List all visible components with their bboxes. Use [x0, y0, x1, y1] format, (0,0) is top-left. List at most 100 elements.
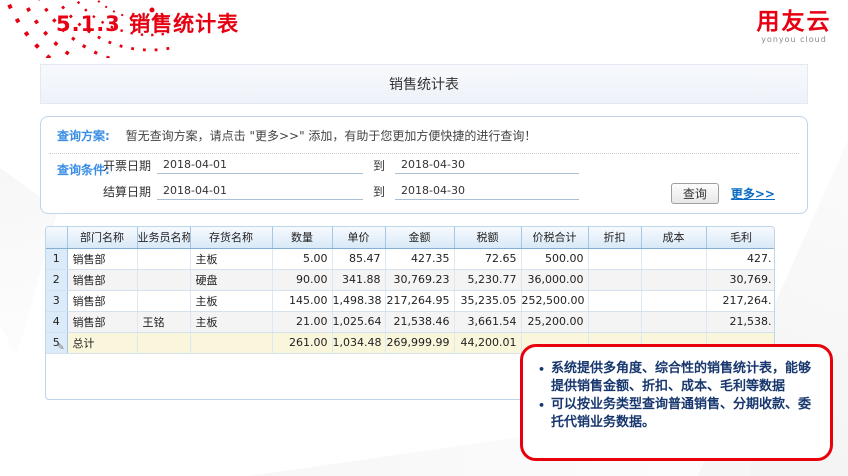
- header-cost[interactable]: 成本: [641, 227, 707, 249]
- row-number-cell[interactable]: 3: [46, 290, 68, 312]
- table-cell[interactable]: 35,235.05: [454, 290, 522, 312]
- query-plan-message: 暂无查询方案，请点击 "更多>>" 添加，有助于您更加方便快捷的进行查询！: [125, 129, 537, 143]
- sales-statistics-grid: 部门名称 业务员名称 存货名称 数量 单价 金额 税额 价税合计 折扣 成本 毛…: [45, 226, 775, 400]
- table-cell[interactable]: 427.35: [385, 248, 455, 270]
- header-department[interactable]: 部门名称: [67, 227, 138, 249]
- query-plan-label: 查询方案:: [57, 129, 110, 143]
- more-link[interactable]: 更多>>: [730, 187, 775, 201]
- table-cell[interactable]: 36,000.00: [521, 269, 589, 291]
- table-cell[interactable]: 21,538.: [706, 311, 774, 333]
- table-cell[interactable]: 85.47: [332, 248, 386, 270]
- table-cell[interactable]: 5.00: [272, 248, 333, 270]
- table-cell[interactable]: 341.88: [332, 269, 386, 291]
- table-row: 4 销售部 王铭 主板 21.00 1,025.64 21,538.46 3,661.54 25…: [46, 311, 774, 333]
- table-cell[interactable]: 25,200.00: [521, 311, 589, 333]
- table-cell[interactable]: 主板: [190, 311, 273, 333]
- to-label: 到: [373, 159, 386, 173]
- table-cell[interactable]: 王铭: [137, 311, 191, 333]
- table-cell[interactable]: [588, 290, 642, 312]
- table-cell[interactable]: 总计: [67, 332, 138, 354]
- table-cell[interactable]: 1,034.48: [332, 332, 386, 354]
- callout-bullet: 可以按业务类型查询普通销售、分期收款、委托代销业务数据。: [538, 396, 820, 432]
- table-cell[interactable]: 销售部: [67, 248, 138, 270]
- table-cell[interactable]: 269,999.99: [385, 332, 455, 354]
- table-cell[interactable]: [137, 290, 191, 312]
- dotted-circles-decoration-icon: [4, 0, 170, 58]
- table-cell[interactable]: 217,264.95: [385, 290, 455, 312]
- table-cell[interactable]: [137, 248, 191, 270]
- table-cell[interactable]: 主板: [190, 248, 273, 270]
- table-cell[interactable]: [641, 269, 707, 291]
- table-cell[interactable]: 44,200.01: [454, 332, 522, 354]
- row-number-cell[interactable]: 1: [46, 248, 68, 270]
- table-cell[interactable]: [588, 248, 642, 270]
- table-cell[interactable]: [641, 311, 707, 333]
- row-number-cell[interactable]: 4: [46, 311, 68, 333]
- table-cell[interactable]: 1,498.38: [332, 290, 386, 312]
- table-cell[interactable]: 3,661.54: [454, 311, 522, 333]
- table-cell[interactable]: 30,769.: [706, 269, 774, 291]
- table-cell[interactable]: 销售部: [67, 290, 138, 312]
- invoice-date-from-input[interactable]: 2018-04-01: [157, 158, 364, 174]
- grid-header-row: 部门名称 业务员名称 存货名称 数量 单价 金额 税额 价税合计 折扣 成本 毛…: [46, 227, 774, 249]
- table-cell[interactable]: 主板: [190, 290, 273, 312]
- invoice-date-to-input[interactable]: 2018-04-30: [395, 158, 580, 174]
- query-actions: 查询 更多>>: [670, 183, 775, 204]
- dotted-separator: [49, 153, 799, 154]
- callout-bullet: 系统提供多角度、综合性的销售统计表，能够提供销售金额、折扣、成本、毛利等数据: [538, 360, 820, 396]
- header-gross-profit[interactable]: 毛利: [706, 227, 774, 249]
- settle-date-from-input[interactable]: 2018-04-01: [157, 184, 364, 200]
- table-cell[interactable]: 90.00: [272, 269, 333, 291]
- logo-subtext: yonyou cloud: [761, 35, 827, 45]
- table-row: 3 销售部 主板 145.00 1,498.38 217,264.95 35,235.05 2…: [46, 290, 774, 312]
- table-cell[interactable]: [641, 248, 707, 270]
- header-inventory[interactable]: 存货名称: [190, 227, 273, 249]
- table-cell[interactable]: [137, 332, 191, 354]
- table-cell[interactable]: [588, 269, 642, 291]
- table-cell[interactable]: 销售部: [67, 269, 138, 291]
- table-cell[interactable]: 427.: [706, 248, 774, 270]
- table-cell[interactable]: [190, 332, 273, 354]
- table-cell[interactable]: 261.00: [272, 332, 333, 354]
- header-quantity[interactable]: 数量: [272, 227, 333, 249]
- to-label: 到: [373, 185, 386, 199]
- slide-title: 5.1.3 销售统计表: [56, 12, 240, 36]
- table-cell[interactable]: [641, 290, 707, 312]
- table-cell[interactable]: [137, 269, 191, 291]
- condition-row-settle-date: 结算日期 2018-04-01 到 2018-04-30: [103, 183, 580, 200]
- table-cell[interactable]: [588, 311, 642, 333]
- header-unit-price[interactable]: 单价: [332, 227, 386, 249]
- callout-bullet-list: 系统提供多角度、综合性的销售统计表，能够提供销售金额、折扣、成本、毛利等数据 可…: [533, 360, 820, 432]
- invoice-date-label: 开票日期: [103, 159, 152, 173]
- settle-date-to-input[interactable]: 2018-04-30: [395, 184, 580, 200]
- table-cell[interactable]: 5,230.77: [454, 269, 522, 291]
- annotation-callout: 系统提供多角度、综合性的销售统计表，能够提供销售金额、折扣、成本、毛利等数据 可…: [520, 344, 833, 461]
- row-number-cell[interactable]: 2: [46, 269, 68, 291]
- query-button[interactable]: 查询: [670, 183, 719, 204]
- header-total-with-tax[interactable]: 价税合计: [521, 227, 589, 249]
- table-cell[interactable]: 销售部: [67, 311, 138, 333]
- table-cell[interactable]: 21.00: [272, 311, 333, 333]
- yonyou-cloud-logo: 用友云 yonyou cloud: [746, 9, 842, 45]
- row-number-cell[interactable]: 5 ✎: [46, 332, 68, 354]
- header-tax[interactable]: 税额: [454, 227, 522, 249]
- report-window: 销售统计表 查询方案: 暂无查询方案，请点击 "更多>>" 添加，有助于您更加方…: [40, 64, 808, 400]
- header-amount[interactable]: 金额: [385, 227, 455, 249]
- table-cell[interactable]: 217,264.: [706, 290, 774, 312]
- table-cell[interactable]: 500.00: [521, 248, 589, 270]
- table-cell[interactable]: 1,025.64: [332, 311, 386, 333]
- table-cell[interactable]: 145.00: [272, 290, 333, 312]
- header-discount[interactable]: 折扣: [588, 227, 642, 249]
- table-cell[interactable]: 30,769.23: [385, 269, 455, 291]
- report-title: 销售统计表: [40, 64, 808, 104]
- table-cell[interactable]: 72.65: [454, 248, 522, 270]
- logo-text: 用友云: [756, 9, 832, 35]
- table-cell[interactable]: 硬盘: [190, 269, 273, 291]
- edit-pencil-icon: ✎: [56, 342, 65, 353]
- header-salesperson[interactable]: 业务员名称: [137, 227, 191, 249]
- table-cell[interactable]: 252,500.00: [521, 290, 589, 312]
- header-row-number: [46, 227, 68, 249]
- table-cell[interactable]: 21,538.46: [385, 311, 455, 333]
- query-panel: 查询方案: 暂无查询方案，请点击 "更多>>" 添加，有助于您更加方便快捷的进行…: [40, 116, 808, 214]
